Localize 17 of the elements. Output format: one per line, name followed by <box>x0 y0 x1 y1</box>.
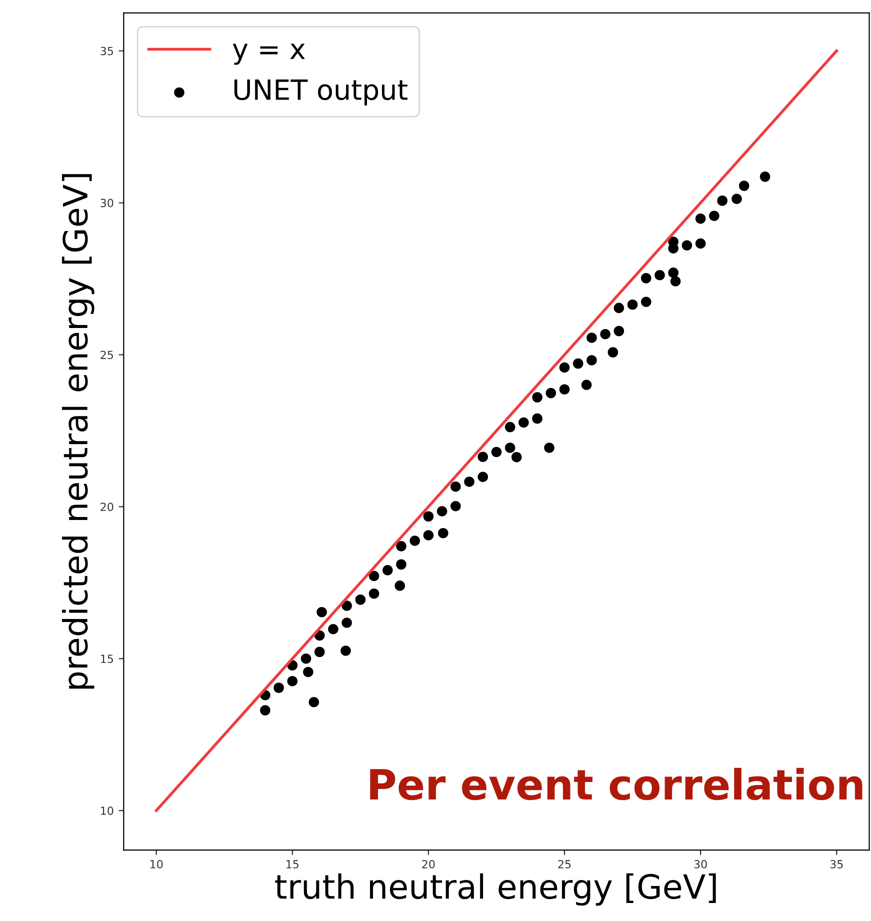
y-tick-label: 25 <box>100 350 113 360</box>
y-tick-label: 10 <box>101 806 114 815</box>
annotation: Per event correlation <box>370 768 862 800</box>
y-tick-label: 35 <box>100 46 113 56</box>
y-tick-label: 20 <box>100 502 114 512</box>
x-axis-title: truth neutral energy [GeV] <box>275 873 716 906</box>
x-tick-label: 35 <box>830 860 843 868</box>
x-tick-label: 25 <box>558 860 571 868</box>
legend-label: y = x <box>232 44 305 65</box>
y-tick-label: 15 <box>101 654 113 664</box>
legend-label: UNET output <box>234 80 408 106</box>
x-tick-label: 20 <box>422 860 435 868</box>
y-tick-label: 30 <box>100 198 114 208</box>
x-tick-label: 10 <box>150 860 163 868</box>
x-tick-label: 30 <box>694 860 707 868</box>
x-tick-label: 15 <box>286 860 298 868</box>
y-axis-title: predicted neutral energy [GeV] <box>62 174 94 689</box>
